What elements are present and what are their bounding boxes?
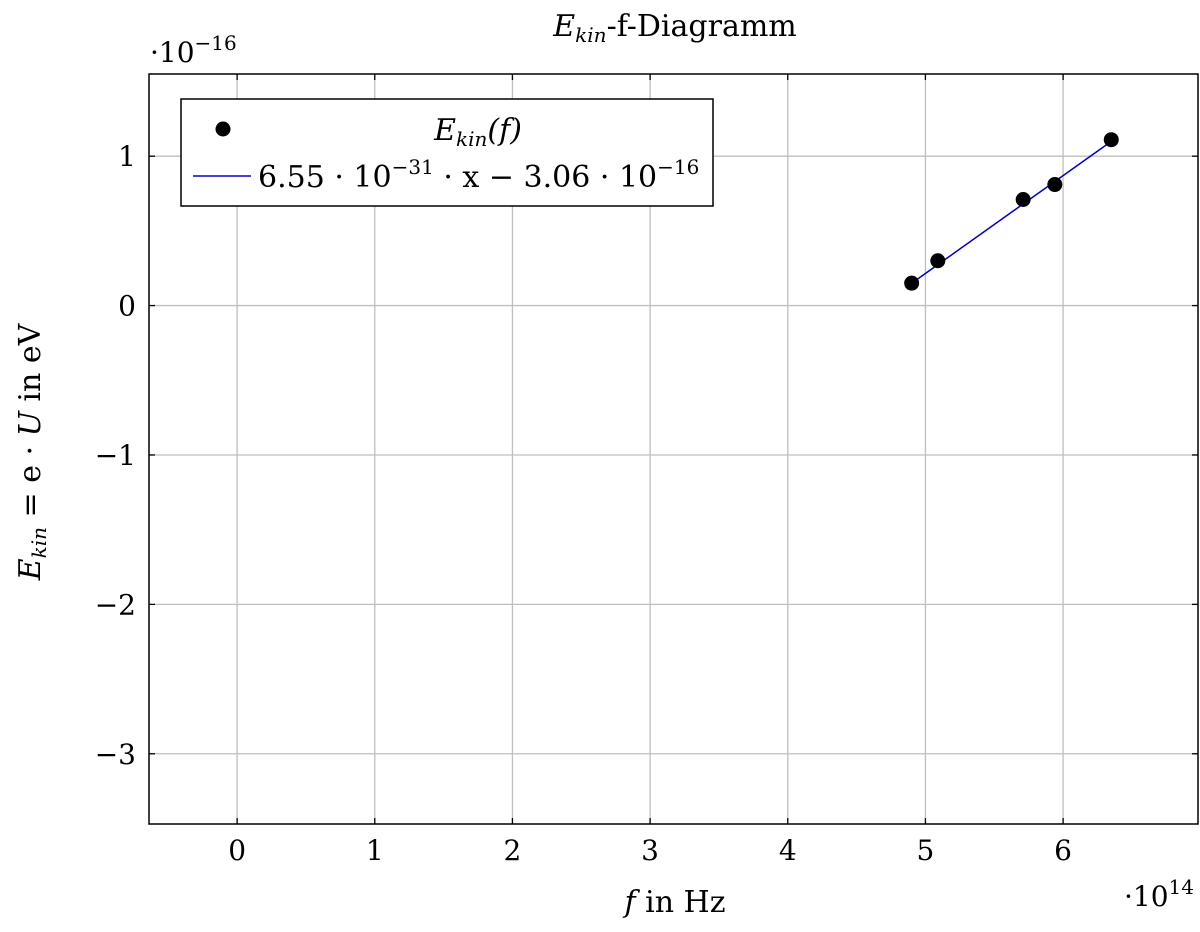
x-tick-label: 3 <box>641 834 659 867</box>
x-tick-label: 2 <box>504 834 522 867</box>
legend-marker-points <box>215 121 231 137</box>
y-tick-label: −2 <box>95 588 136 621</box>
x-tick-label: 6 <box>1054 834 1072 867</box>
x-axis-label: f in Hz <box>622 885 725 920</box>
series-layer <box>904 132 1119 291</box>
y-tick-label: −3 <box>95 738 136 771</box>
x-tick-label: 4 <box>779 834 797 867</box>
data-point <box>930 253 946 269</box>
x-tick-label: 1 <box>366 834 384 867</box>
data-point <box>904 275 920 291</box>
chart-title: Ekin-f-Diagramm <box>552 9 796 47</box>
y-axis-multiplier: ·10−16 <box>150 31 237 69</box>
legend-box <box>180 98 714 207</box>
x-axis-ticks: 0 1 2 3 4 5 6 <box>228 74 1072 867</box>
data-point <box>1103 132 1119 148</box>
x-tick-label: 0 <box>228 834 246 867</box>
legend-label-fit: 6.55 · 10−31 · x − 3.06 · 10−16 <box>258 155 699 195</box>
legend: Ekin(f) 6.55 · 10−31 · x − 3.06 · 10−16 <box>180 98 714 207</box>
x-axis-multiplier: ·1014 <box>1124 875 1194 913</box>
y-tick-label: −1 <box>95 439 136 472</box>
data-point <box>1015 191 1031 207</box>
y-axis-label: Ekin = e · U in eV <box>13 322 51 581</box>
data-point <box>1047 177 1063 193</box>
x-tick-label: 5 <box>917 834 935 867</box>
legend-label-points: Ekin(f) <box>433 113 522 151</box>
y-tick-label: 1 <box>118 140 136 173</box>
plot-area <box>148 73 1199 825</box>
y-axis-ticks: 1 0 −1 −2 −3 <box>95 140 1198 771</box>
y-tick-label: 0 <box>118 290 136 323</box>
